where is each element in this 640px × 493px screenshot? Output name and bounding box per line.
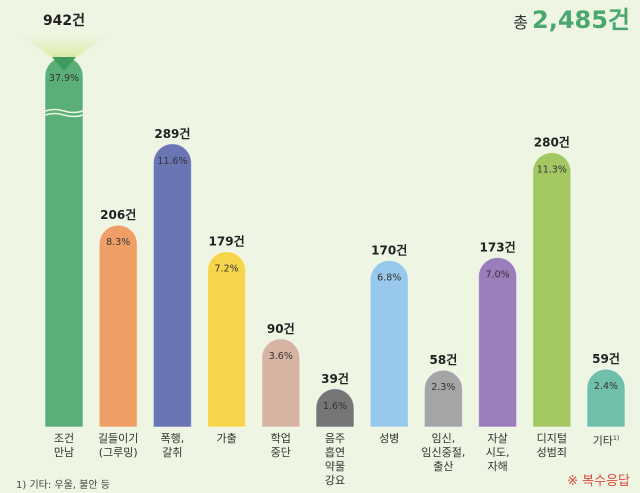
bar xyxy=(532,152,572,428)
value-label: 58건 xyxy=(430,352,458,367)
footnote-marker: 1) xyxy=(613,435,620,442)
category-label: 조건 만남 xyxy=(53,432,75,459)
percent-label: 7.0% xyxy=(486,269,510,280)
percent-label: 7.2% xyxy=(215,264,239,275)
total-prefix: 총 xyxy=(513,13,528,32)
bar xyxy=(152,143,192,428)
percent-label: 2.4% xyxy=(594,381,618,392)
category-label: 폭행, 갈취 xyxy=(160,432,185,459)
bar xyxy=(586,368,626,428)
percent-label: 6.8% xyxy=(377,272,401,283)
multiple-response-note: ※ 복수응답 xyxy=(567,474,630,489)
value-label: 942건 xyxy=(43,12,85,29)
percent-label: 2.3% xyxy=(431,382,455,393)
percent-label: 11.3% xyxy=(537,165,567,176)
axis-break-mark xyxy=(44,112,84,118)
percent-label: 11.6% xyxy=(157,156,187,167)
category-label: 성병 xyxy=(379,432,400,445)
value-label: 206건 xyxy=(100,207,136,222)
total-count: 총 2,485건 xyxy=(513,0,630,35)
value-label: 173건 xyxy=(480,239,516,254)
total-value: 2,485건 xyxy=(532,6,630,34)
axis-break-mark xyxy=(44,108,84,114)
bar xyxy=(315,388,355,428)
bar xyxy=(261,338,301,428)
category-label: 임신, 임신중절, 출산 xyxy=(421,432,466,473)
category-label: 디지털 성범죄 xyxy=(536,432,567,459)
category-label: 학업 중단 xyxy=(270,432,291,459)
value-label: 289건 xyxy=(154,126,190,141)
bar xyxy=(369,259,409,428)
percent-label: 3.6% xyxy=(269,351,293,362)
bar xyxy=(478,257,518,428)
percent-label: 8.3% xyxy=(106,237,130,248)
bar xyxy=(423,369,463,428)
value-label: 90건 xyxy=(267,321,295,336)
category-label: 가출 xyxy=(216,432,237,445)
footnote: 1) 기타: 우울, 불안 등 xyxy=(16,480,110,491)
percent-label: 37.9% xyxy=(49,73,79,84)
value-label: 59건 xyxy=(592,351,620,366)
category-label: 기타1) xyxy=(592,434,620,448)
category-label: 음주 흡연 약물 강요 xyxy=(324,432,346,487)
percent-label: 1.6% xyxy=(323,401,347,412)
bar xyxy=(98,224,138,428)
pointer-marker xyxy=(52,57,76,71)
value-label: 170건 xyxy=(371,242,407,257)
value-label: 39건 xyxy=(321,371,349,386)
bar xyxy=(207,251,247,428)
category-label: 자살 시도, 자해 xyxy=(485,432,510,473)
highlight-glow xyxy=(10,29,118,57)
value-label: 179건 xyxy=(209,234,245,249)
category-label: 길들이기 (그루밍) xyxy=(97,432,139,459)
value-label: 280건 xyxy=(534,135,570,150)
